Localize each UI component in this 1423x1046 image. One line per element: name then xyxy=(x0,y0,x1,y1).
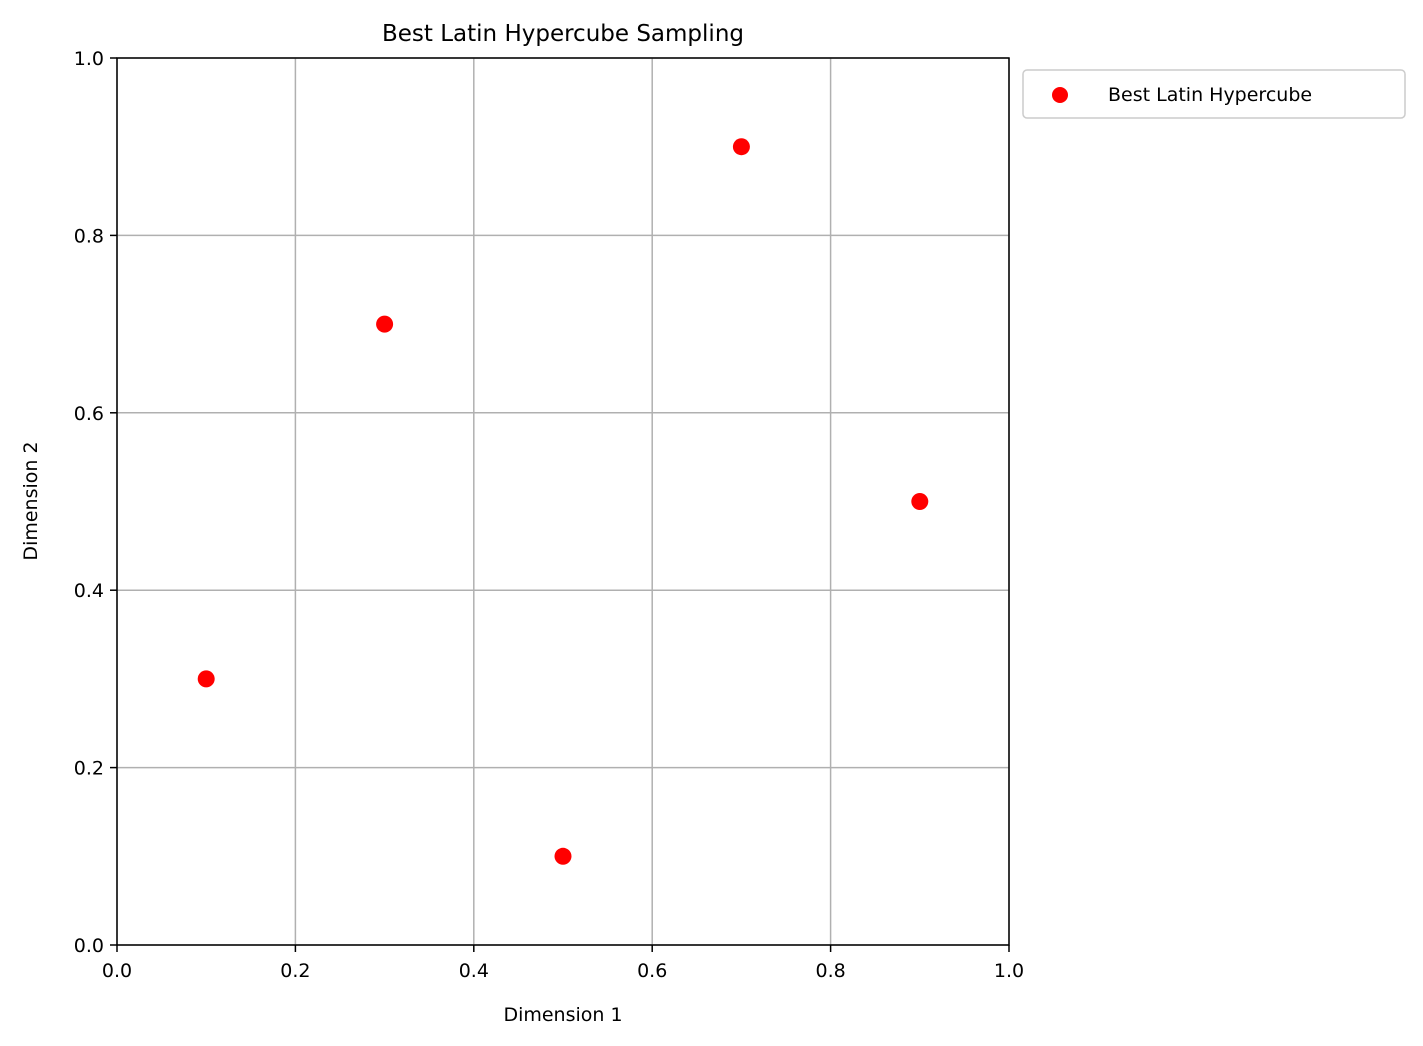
data-point xyxy=(376,315,394,333)
plot-frame xyxy=(116,57,1010,946)
chart-title: Best Latin Hypercube Sampling xyxy=(382,21,744,47)
y-tick-label: 0.0 xyxy=(74,935,104,957)
x-tick-label: 0.6 xyxy=(637,960,667,982)
x-tick-label: 0.4 xyxy=(459,960,489,982)
data-point xyxy=(554,847,572,865)
x-tick-label: 0.8 xyxy=(815,960,845,982)
data-points xyxy=(197,138,929,865)
data-point xyxy=(197,670,215,688)
y-tick-label: 1.0 xyxy=(74,48,104,70)
legend: Best Latin Hypercube xyxy=(1022,69,1406,119)
x-tick-label: 1.0 xyxy=(994,960,1024,982)
data-point xyxy=(732,138,750,156)
x-tick-label: 0.0 xyxy=(102,960,132,982)
y-axis-label: Dimension 2 xyxy=(20,441,42,560)
legend-box xyxy=(1022,69,1406,119)
y-tick-label: 0.8 xyxy=(74,225,104,247)
axis-ticks: 0.0 0.2 0.4 0.6 0.8 1.0 0.0 0.2 0.4 0.6 0.8 1.0 xyxy=(74,48,1024,982)
y-tick-label: 0.6 xyxy=(74,403,104,425)
y-tick-label: 0.4 xyxy=(74,580,104,602)
legend-label: Best Latin Hypercube xyxy=(1108,84,1312,106)
data-point xyxy=(911,493,929,510)
x-axis-label: Dimension 1 xyxy=(503,1004,622,1026)
x-tick-label: 0.2 xyxy=(280,960,310,982)
legend-marker xyxy=(1052,87,1068,103)
y-tick-label: 0.2 xyxy=(74,758,104,780)
